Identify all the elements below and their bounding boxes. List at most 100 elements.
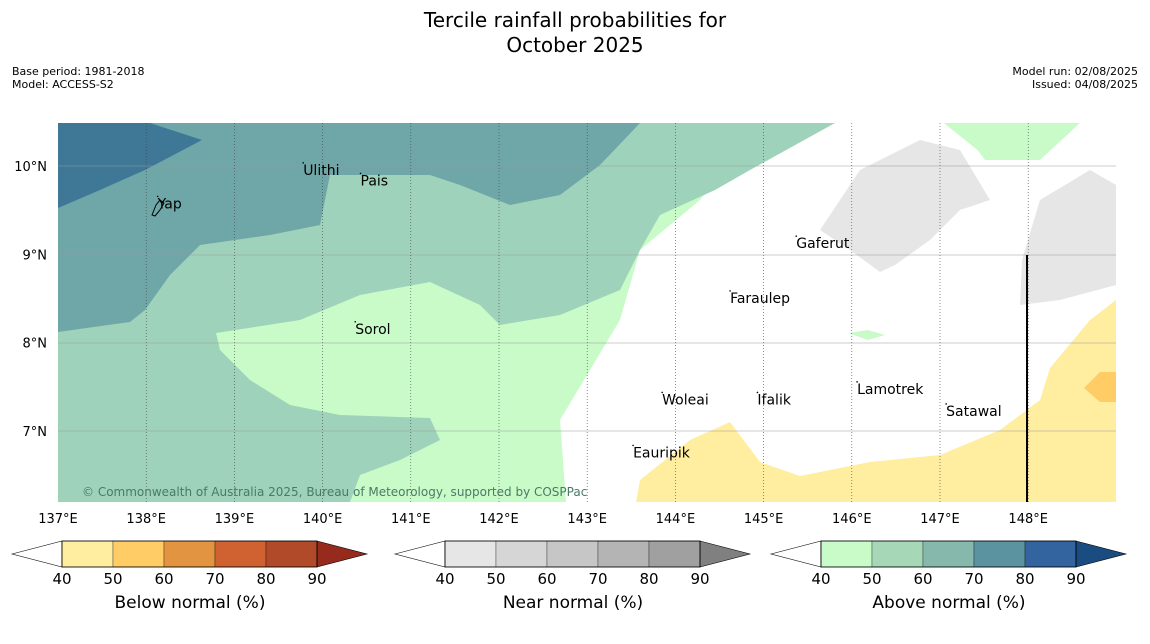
colorbar-tick-label: 70 (588, 570, 607, 588)
near-normal-region-east (1020, 170, 1116, 305)
colorbar-tick-label: 40 (811, 570, 830, 588)
issued-date: Issued: 04/08/2025 (1031, 78, 1138, 91)
lon-tick-labels: 137°E 138°E 139°E 140°E 141°E 142°E 143°E 144°E… (38, 512, 1048, 527)
above-50-region-ne (958, 123, 1078, 160)
lon-tick-label: 139°E (215, 512, 255, 527)
place-marker (945, 403, 947, 405)
place-marker (856, 381, 858, 383)
model-name: Model: ACCESS-S2 (12, 78, 114, 91)
colorbar-frame (820, 540, 1077, 568)
lat-tick-label: 8°N (23, 337, 48, 352)
colorbar-min-extend (393, 540, 446, 568)
colorbar-segment (495, 540, 548, 568)
lon-tick-label: 140°E (303, 512, 343, 527)
place-label: Ulithi (303, 163, 339, 179)
colorbar-segment (648, 540, 701, 568)
lon-lines (145, 123, 1029, 502)
lon-tick-label: 144°E (656, 512, 696, 527)
place-label: Lamotrek (857, 382, 924, 398)
lon-tick-label: 146°E (832, 512, 872, 527)
colorbar: 40 50 60 70 80 90 (10, 540, 369, 588)
above-50-patch (848, 330, 885, 340)
colorbar-tick-label: 50 (486, 570, 505, 588)
place-label: Satawal (946, 404, 1001, 420)
colorbar-tick-label: 40 (52, 570, 71, 588)
colorbar-tick-label: 70 (964, 570, 983, 588)
colorbar-tick-label: 90 (307, 570, 326, 588)
legend-label-below: Below normal (%) (114, 593, 266, 613)
colorbar-tick-label: 80 (256, 570, 275, 588)
legend-label-above: Above normal (%) (872, 593, 1026, 613)
colorbar-segment (214, 540, 267, 568)
lat-tick-label: 10°N (14, 160, 47, 175)
lon-tick-label: 138°E (126, 512, 166, 527)
below-50-region (636, 300, 1116, 502)
lon-tick-label: 145°E (744, 512, 784, 527)
colorbar-tick-label: 60 (154, 570, 173, 588)
colorbar-tick-label: 60 (537, 570, 556, 588)
colorbar-segment (973, 540, 1026, 568)
place-marker (156, 195, 159, 198)
base-period: Base period: 1981-2018 (12, 65, 145, 78)
colorbar-tick-label: 90 (690, 570, 709, 588)
colorbar-segment (597, 540, 650, 568)
meta-left: Base period: 1981-2018 Model: ACCESS-S2 (12, 65, 144, 91)
colorbar-segment (61, 540, 114, 568)
copyright-notice: © Commonwealth of Australia 2025, Bureau… (82, 485, 587, 499)
colorbar-max-extend (1075, 540, 1128, 568)
place-label: Faraulep (730, 291, 790, 307)
colorbar-segment (265, 540, 318, 568)
place-marker (354, 320, 357, 323)
near-normal-region (820, 140, 990, 272)
colorbar-max-extend (316, 540, 369, 568)
above-70-region (58, 123, 640, 332)
meta-right: Model run: 02/08/2025 Issued: 04/08/2025 (1012, 65, 1138, 91)
place-label: Gaferut (796, 236, 850, 252)
yap-island-outline (151, 199, 165, 217)
colorbar-tick-label: 90 (1066, 570, 1085, 588)
place-label: Sorol (355, 322, 390, 338)
place-label: Ifalik (757, 392, 791, 408)
lon-tick-label: 143°E (567, 512, 607, 527)
colorbar: 40 50 60 70 80 90 (769, 540, 1128, 588)
lon-tick-label: 142°E (479, 512, 519, 527)
place-marker (632, 444, 634, 447)
colorbars: 40 50 60 70 80 90 40 50 60 70 80 90 40 50 60 70 80 90 (10, 540, 1128, 588)
colorbar-segment (163, 540, 216, 568)
place-label: Woleai (662, 392, 709, 408)
colorbar-segment (871, 540, 924, 568)
place-marker (302, 162, 304, 164)
colorbar-tick-label: 70 (205, 570, 224, 588)
lon-tick-label: 147°E (920, 512, 960, 527)
title-line-1: Tercile rainfall probabilities for (423, 8, 727, 32)
place-labels: Ulithi Pais Yap Gaferut Faraulep Sorol Lamotre… (151, 162, 1002, 461)
colorbar-frame (61, 540, 318, 568)
colorbar-segment (820, 540, 873, 568)
model-run: Model run: 02/08/2025 (1012, 65, 1138, 78)
place-marker (729, 290, 731, 292)
colorbar-min-extend (10, 540, 63, 568)
place-label: Pais (361, 173, 389, 189)
lat-tick-label: 7°N (23, 425, 48, 440)
colorbar-segment (922, 540, 975, 568)
colorbar-tick-label: 80 (639, 570, 658, 588)
place-marker (661, 391, 663, 394)
colorbar-segment (1024, 540, 1077, 568)
colorbar-segment (444, 540, 497, 568)
colorbar-min-extend (769, 540, 822, 568)
place-marker (795, 235, 798, 237)
colorbar-tick-label: 60 (913, 570, 932, 588)
above-80-region (58, 123, 202, 208)
lat-tick-labels: 10°N 9°N 8°N 7°N (14, 160, 47, 440)
lon-tick-label: 137°E (38, 512, 78, 527)
place-label: Yap (157, 196, 182, 212)
colorbar-tick-label: 50 (103, 570, 122, 588)
graticule (58, 123, 1116, 502)
lat-tick-label: 9°N (23, 248, 48, 263)
colorbar-frame (444, 540, 701, 568)
colorbar: 40 50 60 70 80 90 (393, 540, 752, 588)
colorbar-tick-label: 80 (1015, 570, 1034, 588)
map-title: Tercile rainfall probabilities for Octob… (0, 8, 1150, 58)
place-label: Eauripik (633, 445, 691, 461)
